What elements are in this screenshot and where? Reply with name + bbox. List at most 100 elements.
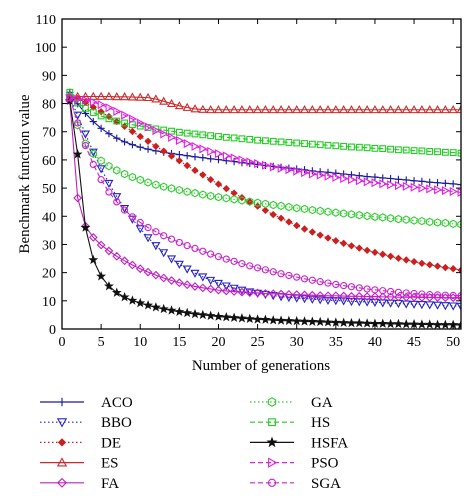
point-hs-18 [199, 131, 207, 139]
point-es-43 [393, 105, 403, 114]
point-sga-32 [308, 276, 316, 284]
point-bbo-47 [425, 301, 435, 310]
x-tick-label: 20 [211, 335, 225, 350]
point-hsfa-46 [416, 319, 427, 329]
legend-label-bbo: BBO [101, 415, 132, 431]
x-tick-label: 30 [290, 335, 304, 350]
point-bbo-49 [440, 302, 450, 311]
point-hs-45 [410, 147, 418, 155]
point-es-50 [448, 105, 458, 114]
point-aco-44 [402, 176, 410, 184]
point-fa-30 [292, 290, 302, 299]
point-hs-25 [254, 136, 262, 144]
point-pso-50 [449, 186, 458, 197]
point-es-14 [166, 98, 177, 107]
point-es-26 [260, 105, 270, 114]
point-sga-16 [183, 241, 191, 250]
point-fa-10 [135, 264, 145, 274]
point-ga-36 [339, 209, 348, 218]
point-es-12 [151, 94, 161, 103]
point-de-34 [324, 234, 332, 242]
axis-layer: 0 5 10 15 20 25 30 35 40 45 50 0 10 20 30 40 50 60 70 80 90 1… [35, 13, 461, 350]
point-es-51 [456, 105, 461, 114]
point-fa-15 [174, 278, 184, 288]
series-aco [66, 88, 461, 189]
point-pso-23 [238, 155, 247, 165]
point-hs-36 [340, 142, 348, 150]
point-pso-30 [293, 166, 302, 176]
point-hsfa-28 [276, 315, 286, 325]
legend-item-de: DE [40, 435, 121, 451]
point-es-46 [417, 105, 427, 114]
point-de-45 [410, 257, 418, 266]
point-es-25 [253, 105, 263, 114]
point-fa-35 [331, 291, 341, 301]
point-fa-23 [237, 287, 247, 297]
point-es-27 [268, 105, 278, 114]
point-sga-23 [238, 260, 246, 268]
legend-item-hsfa: HSFA [250, 435, 348, 451]
point-bbo-13 [159, 249, 169, 258]
point-de-9 [128, 127, 137, 136]
point-de-20 [214, 180, 223, 188]
legend-label-es: ES [101, 456, 119, 472]
point-ga-16 [183, 187, 191, 196]
point-pso-51 [457, 187, 461, 197]
point-pso-48 [434, 185, 443, 195]
point-es-7 [112, 92, 122, 101]
point-pso-9 [128, 114, 138, 124]
point-sga-19 [207, 250, 215, 258]
point-es-31 [299, 105, 310, 114]
point-es-24 [245, 105, 255, 114]
point-bbo-15 [174, 260, 184, 269]
point-bbo-5 [96, 165, 106, 174]
point-hsfa-34 [323, 317, 333, 327]
point-hsfa-38 [354, 317, 365, 328]
point-fa-25 [253, 288, 262, 298]
point-es-33 [315, 105, 325, 114]
point-es-47 [425, 105, 435, 114]
series-hsfa [64, 95, 461, 329]
point-ga-9 [128, 172, 137, 182]
point-bbo-11 [143, 234, 153, 243]
point-pso-21 [222, 151, 232, 161]
legend-label-de: DE [101, 435, 121, 451]
point-aco-42 [386, 174, 395, 183]
point-sga-37 [347, 283, 356, 291]
point-ga-18 [199, 190, 207, 199]
point-de-14 [167, 152, 176, 160]
series-line-es [69, 95, 461, 111]
point-hsfa-23 [237, 313, 247, 323]
point-ga-25 [253, 198, 262, 207]
legend-label-pso: PSO [311, 456, 339, 472]
point-fa-4 [88, 233, 98, 242]
point-es-39 [362, 105, 372, 114]
point-hs-39 [363, 144, 371, 152]
point-sga-31 [300, 275, 309, 283]
point-hsfa-20 [213, 311, 224, 321]
point-es-45 [409, 105, 419, 114]
point-fa-44 [401, 292, 411, 302]
x-tick-label: 0 [59, 335, 66, 350]
point-hs-19 [207, 132, 215, 140]
point-es-22 [229, 105, 239, 114]
point-de-21 [222, 184, 230, 193]
point-bbo-38 [354, 298, 364, 307]
point-de-30 [293, 221, 301, 230]
point-fa-14 [167, 276, 176, 285]
point-fa-21 [221, 286, 231, 296]
point-ga-43 [394, 214, 403, 224]
point-hsfa-41 [377, 318, 388, 328]
series-layer [64, 88, 461, 329]
point-bbo-48 [432, 301, 443, 310]
point-sga-29 [285, 271, 293, 280]
point-sga-33 [316, 278, 324, 286]
y-tick-label: 40 [42, 210, 56, 225]
point-de-12 [152, 142, 160, 151]
point-ga-6 [105, 161, 113, 171]
point-hsfa-51 [456, 319, 461, 329]
point-hs-30 [293, 139, 301, 147]
point-ga-28 [277, 201, 285, 211]
point-hsfa-18 [197, 309, 208, 320]
legend-label-aco: ACO [101, 395, 133, 411]
